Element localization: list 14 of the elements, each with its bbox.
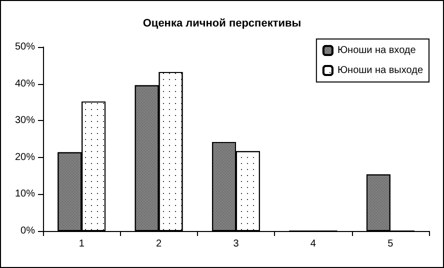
y-tick-label: 10% — [14, 188, 36, 200]
legend-label: Юноши на входе — [337, 45, 416, 56]
y-tick-label: 0% — [20, 226, 36, 236]
x-tick-label: 5 — [388, 238, 394, 250]
y-tick-label: 40% — [14, 78, 36, 90]
x-tick-label: 4 — [310, 238, 316, 250]
x-tick-label: 2 — [156, 238, 162, 250]
x-tick-label: 3 — [233, 238, 240, 250]
x-tick-label: 1 — [78, 238, 85, 250]
y-tick-label: 30% — [14, 115, 36, 126]
chart-title: Оценка личной перспективы — [142, 18, 302, 30]
y-tick-label: 20% — [14, 152, 36, 163]
legend-label: Юноши на выходе — [337, 65, 424, 76]
y-tick-label: 50% — [14, 42, 36, 52]
